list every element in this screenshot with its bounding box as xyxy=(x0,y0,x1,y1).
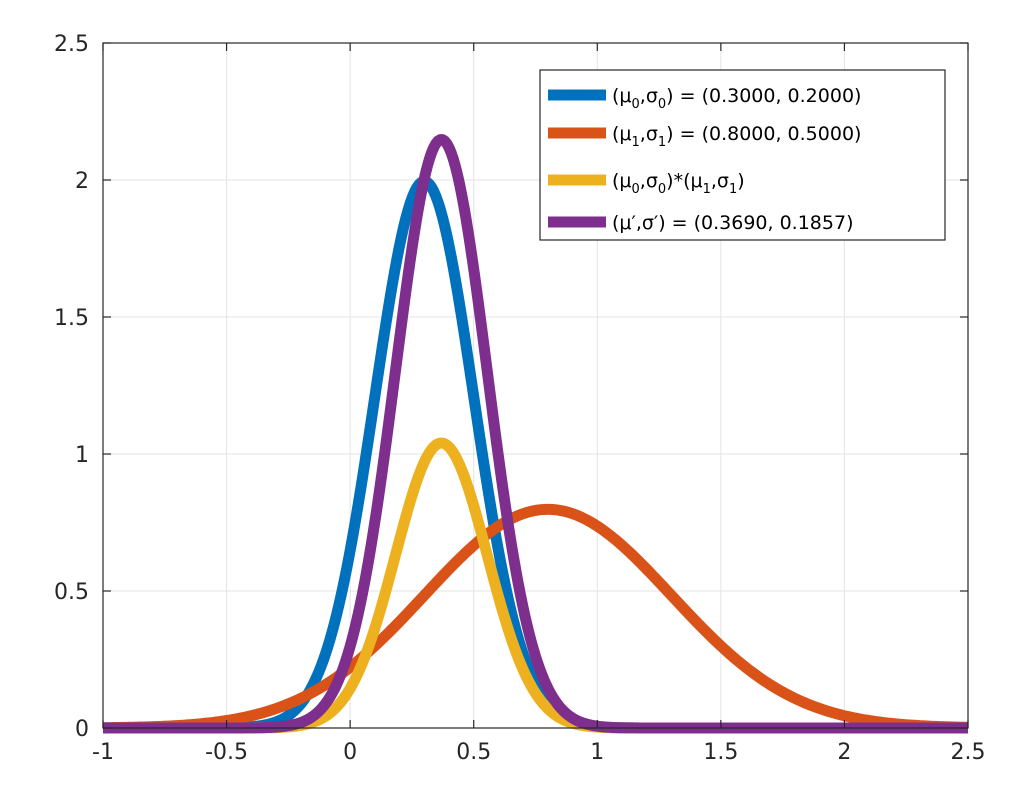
x-tick-label: 0 xyxy=(343,740,357,765)
plot-frame xyxy=(102,42,969,729)
x-tick-label: 1.5 xyxy=(703,740,738,765)
x-tick-label: 0.5 xyxy=(456,740,491,765)
tick-labels: -1 -0.5 0 0.5 1 1.5 2 2.5 0 0.5 1 1.5 2 2.5 xyxy=(54,32,986,765)
y-tick-label: 1.5 xyxy=(54,306,89,331)
legend-label-2: (μ0,σ0)*(μ1,σ1) xyxy=(612,170,745,197)
x-tick-label: 2 xyxy=(837,740,851,765)
legend-label-1: (μ1,σ1) = (0.8000, 0.5000) xyxy=(612,123,861,150)
legend-box xyxy=(539,69,946,241)
y-tick-label: 1 xyxy=(75,443,89,468)
legend: (μ0,σ0) = (0.3000, 0.2000) (μ1,σ1) = (0.8… xyxy=(539,69,946,241)
legend-label-3: (μ′,σ′) = (0.3690, 0.1857) xyxy=(612,212,854,234)
x-tick-label: 1 xyxy=(590,740,604,765)
legend-label-0: (μ0,σ0) = (0.3000, 0.2000) xyxy=(612,85,861,112)
y-tick-label: 0.5 xyxy=(54,580,89,605)
y-tick-label: 2.5 xyxy=(54,32,89,57)
tick-marks xyxy=(102,42,969,729)
y-tick-label: 2 xyxy=(75,169,89,194)
x-tick-label: -1 xyxy=(92,740,114,765)
x-tick-label: 2.5 xyxy=(951,740,986,765)
y-tick-label: 0 xyxy=(75,717,89,742)
series-line-1 xyxy=(99,503,972,734)
x-tick-label: -0.5 xyxy=(205,740,248,765)
